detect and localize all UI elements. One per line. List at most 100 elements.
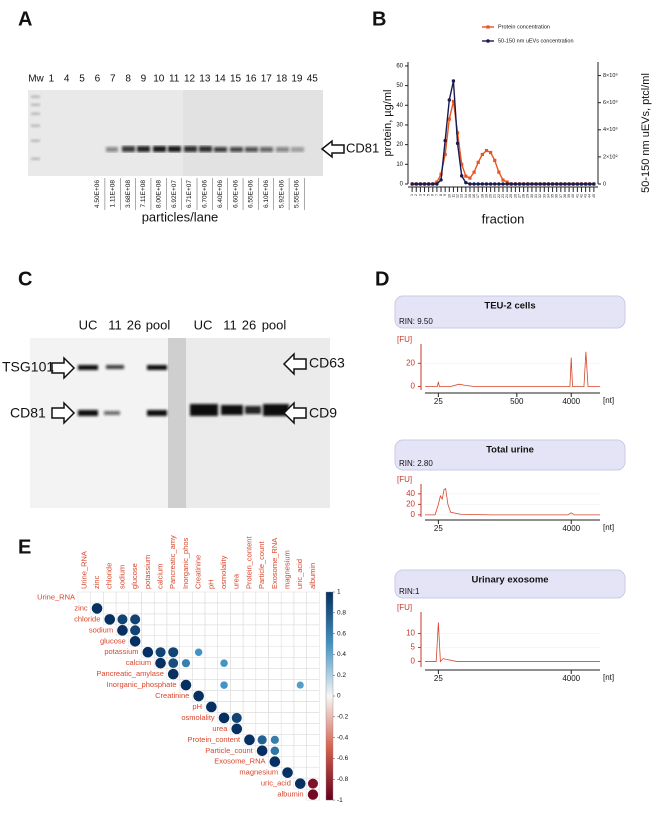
arrow	[320, 139, 345, 159]
y-tick-label: 0	[400, 182, 404, 188]
cell	[217, 635, 231, 647]
correlation-dot	[307, 778, 318, 789]
cell	[268, 668, 282, 680]
cell	[255, 602, 269, 615]
data-point	[521, 182, 526, 186]
data-point	[517, 182, 522, 186]
cell	[204, 657, 218, 669]
cell	[306, 723, 320, 735]
cell	[217, 668, 231, 680]
cell	[204, 668, 218, 680]
band	[153, 146, 166, 152]
y2-tick-label: 8×10⁹	[603, 72, 618, 79]
cell	[230, 701, 244, 713]
cell	[280, 624, 295, 637]
x-tick-label: 2	[414, 194, 418, 196]
cell	[293, 756, 307, 768]
y-tick-label: 40	[396, 103, 403, 109]
cell	[293, 635, 307, 647]
data-point	[559, 182, 563, 186]
data-point	[550, 182, 555, 186]
x-tick-label: 500	[510, 397, 524, 406]
x-tick-label: 7	[435, 194, 439, 196]
cell	[280, 668, 295, 680]
x-tick-label: 29	[526, 194, 530, 198]
row-label: chloride	[74, 614, 100, 623]
row-label: Pancreatic_amylase	[96, 669, 164, 678]
data-point	[455, 141, 460, 146]
cell	[115, 602, 130, 615]
column-label: albumin	[308, 563, 317, 589]
ladder-band	[31, 140, 40, 142]
cell	[204, 591, 218, 604]
x-tick-label: 18	[480, 194, 484, 198]
data-point	[476, 182, 480, 186]
x-tick-label: 4000	[562, 674, 580, 683]
chart-subtitle: RIN: 2.80	[399, 459, 433, 468]
row-label: Protein_content	[188, 735, 241, 744]
data-point	[501, 178, 505, 182]
cell	[192, 635, 206, 647]
data-point	[480, 152, 484, 157]
arrow	[51, 401, 76, 425]
data-point	[422, 182, 427, 186]
cell	[242, 690, 257, 702]
correlation-dot	[220, 681, 228, 689]
lane-label: 19	[291, 74, 303, 85]
cell	[179, 668, 193, 680]
legend-marker	[486, 39, 490, 43]
cell	[230, 679, 244, 691]
cell	[293, 766, 307, 779]
data-point	[460, 162, 464, 166]
particle-count: 8.00E+08	[156, 180, 163, 208]
lane-label: 13	[199, 74, 211, 85]
panel-letter: A	[18, 8, 32, 30]
ladder-band	[31, 96, 40, 98]
y-axis-label: protein, µg/ml	[382, 90, 394, 157]
x-tick-label: 39	[567, 194, 571, 198]
panel-letter: D	[375, 268, 389, 290]
column-label: magnesium	[283, 550, 292, 589]
data-point	[464, 180, 468, 185]
cell	[242, 712, 257, 724]
data-point	[480, 182, 485, 186]
y-tick-label: 40	[406, 489, 415, 498]
lane-label: UC	[79, 317, 98, 332]
data-point	[509, 182, 513, 186]
marker-label: CD81	[10, 405, 46, 421]
x-tick-label: 11	[451, 194, 455, 198]
data-point	[443, 138, 447, 143]
data-point	[554, 182, 559, 186]
row-label: urea	[212, 724, 228, 733]
cell	[280, 613, 295, 626]
colorbar-tick-label: 0.6	[337, 630, 346, 637]
lane-label: 11	[223, 317, 237, 332]
cell	[306, 657, 320, 669]
cell	[242, 624, 257, 637]
data-point	[484, 182, 489, 186]
data-point	[526, 182, 530, 186]
correlation-dot	[130, 614, 141, 625]
particle-count: 5.92E+06	[278, 180, 285, 208]
cell	[306, 613, 320, 626]
chart-title: TEU-2 cells	[484, 301, 535, 312]
row-label: uric_acid	[261, 779, 291, 788]
cell	[242, 635, 257, 647]
cell	[192, 602, 206, 615]
lane-label: pool	[262, 317, 287, 332]
cell	[166, 624, 180, 637]
correlation-dot	[117, 614, 128, 625]
arrow	[282, 352, 307, 376]
correlation-dot	[294, 778, 306, 789]
correlation-dot	[194, 648, 203, 656]
particle-count: 6.10E+06	[263, 180, 270, 208]
cell	[141, 602, 155, 615]
cell	[306, 624, 320, 637]
cell	[242, 668, 257, 680]
band	[78, 410, 98, 416]
data-point	[497, 170, 501, 174]
column-label: Particle_count	[257, 541, 266, 589]
correlation-dot	[296, 681, 304, 689]
cell	[192, 679, 206, 691]
x-tick-label: 15	[468, 194, 472, 198]
